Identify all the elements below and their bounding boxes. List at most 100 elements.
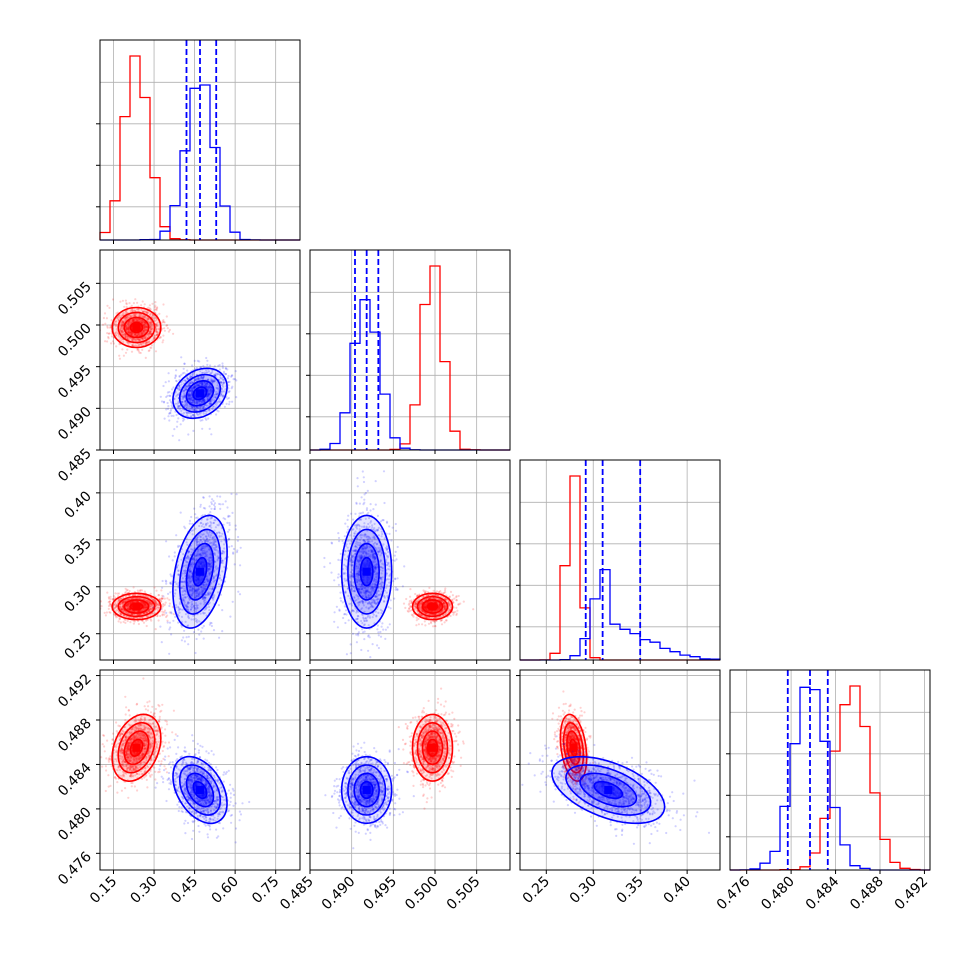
scatter-point (121, 321, 124, 325)
scatter-point (173, 555, 176, 558)
scatter-point (228, 523, 231, 527)
scatter-point (235, 551, 239, 554)
scatter-point (148, 329, 151, 332)
scatter-point (174, 375, 177, 378)
scatter-point (105, 317, 108, 320)
scatter-point (104, 322, 107, 325)
scatter-point (127, 603, 130, 607)
scatter-point (154, 317, 157, 320)
scatter-point (161, 579, 164, 583)
scatter-point (168, 394, 171, 397)
scatter-point (136, 308, 139, 311)
scatter-point (187, 396, 190, 399)
scatter-point (207, 386, 210, 389)
scatter-point (161, 597, 164, 600)
scatter-point (180, 373, 183, 376)
scatter-point (176, 402, 179, 405)
scatter-point (193, 379, 196, 382)
scatter-point (197, 384, 200, 387)
scatter-point (161, 605, 164, 608)
scatter-point (134, 597, 137, 600)
scatter-point (162, 339, 165, 342)
scatter-point (206, 394, 209, 397)
scatter-point (113, 607, 116, 610)
scatter-point (224, 518, 227, 521)
scatter-point (146, 618, 149, 621)
scatter-point (129, 602, 132, 605)
scatter-point (190, 392, 193, 395)
scatter-point (127, 321, 130, 325)
scatter-point (109, 604, 112, 607)
scatter-point (128, 594, 131, 597)
scatter-point (143, 324, 146, 327)
scatter-point (192, 386, 195, 389)
scatter-point (155, 333, 158, 336)
scatter-point (187, 433, 190, 436)
scatter-point (139, 342, 142, 345)
scatter-point (135, 334, 138, 337)
scatter-point (154, 301, 157, 304)
scatter-point (158, 328, 161, 331)
scatter-point (137, 622, 140, 626)
scatter-point (109, 324, 112, 327)
scatter-point (107, 597, 111, 600)
scatter-point (134, 312, 137, 315)
scatter-point (107, 604, 111, 608)
scatter-point (204, 382, 207, 385)
scatter-point (190, 387, 193, 390)
scatter-point (149, 326, 152, 329)
scatter-point (147, 333, 150, 336)
scatter-point (216, 392, 219, 396)
scatter-point (100, 605, 103, 608)
scatter-point (201, 427, 204, 430)
scatter-point (168, 328, 171, 331)
scatter-point (202, 375, 205, 378)
scatter-point (176, 387, 179, 390)
scatter-point (130, 613, 133, 616)
scatter-point (156, 331, 159, 334)
panel-1-0-content (100, 298, 238, 442)
scatter-point (232, 547, 236, 551)
scatter-point (199, 503, 202, 506)
scatter-point (129, 621, 132, 624)
scatter-point (132, 594, 135, 597)
scatter-point (120, 326, 123, 329)
scatter-point (173, 397, 176, 400)
scatter-point (218, 636, 221, 639)
scatter-point (162, 321, 165, 324)
scatter-point (222, 381, 225, 384)
scatter-point (191, 381, 194, 384)
scatter-point (155, 333, 159, 336)
scatter-point (191, 373, 194, 376)
scatter-point (205, 412, 208, 415)
scatter-point (146, 312, 149, 315)
scatter-point (125, 311, 128, 314)
scatter-point (173, 428, 176, 431)
scatter-point (144, 603, 147, 607)
scatter-point (196, 377, 199, 380)
scatter-point (233, 378, 237, 381)
scatter-point (161, 594, 164, 598)
scatter-point (172, 332, 175, 335)
scatter-point (144, 337, 147, 340)
scatter-point (159, 600, 162, 603)
scatter-point (226, 368, 229, 371)
scatter-point (148, 304, 151, 307)
scatter-point (140, 589, 143, 592)
scatter-point (144, 598, 147, 601)
scatter-point (120, 608, 123, 611)
scatter-point (168, 390, 171, 394)
scatter-point (165, 540, 168, 543)
scatter-point (120, 329, 123, 332)
scatter-point (136, 319, 139, 322)
scatter-point (136, 338, 139, 341)
scatter-point (123, 600, 126, 603)
scatter-point (211, 381, 214, 384)
scatter-point (145, 619, 148, 622)
scatter-point (219, 507, 222, 510)
scatter-point (182, 389, 185, 392)
panel-frame (99, 39, 301, 241)
scatter-point (146, 595, 149, 598)
scatter-point (207, 392, 210, 396)
scatter-point (147, 306, 150, 309)
